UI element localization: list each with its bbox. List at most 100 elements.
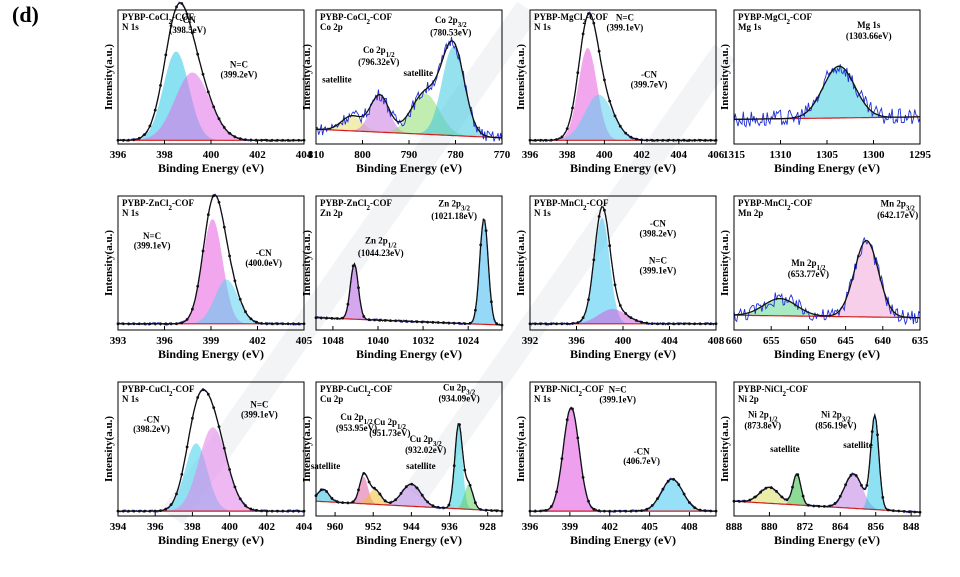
data-point [709,509,713,513]
data-point [244,310,247,314]
peak-annotation: (953.95eV) [336,423,377,433]
data-point [143,133,146,136]
data-point [791,485,794,489]
data-point [185,12,189,16]
data-point [341,316,344,320]
peak-fit [530,309,716,324]
x-tick-label: 404 [671,149,688,161]
data-point [260,138,263,142]
plot-frame [117,381,305,517]
data-point [698,138,702,142]
data-point [351,500,355,504]
data-point [618,124,622,128]
peak-fit [316,46,502,138]
peak-annotation: satellite [406,461,436,471]
data-point [169,322,173,326]
data-point [442,506,445,510]
data-point [666,138,670,142]
data-point [238,297,242,301]
fitted-envelope [316,40,502,139]
data-point [544,509,548,512]
data-point [394,319,398,323]
data-point [613,114,617,118]
data-point [431,320,435,324]
data-point [346,501,350,505]
data-point [560,322,564,326]
x-tick-label: 936 [441,521,458,533]
data-point [137,322,141,326]
data-point [175,5,178,9]
data-point [656,322,659,326]
peak-annotation: N=C [143,231,161,241]
x-axis-label: Binding Energy (eV) [774,347,880,361]
data-point [576,71,580,75]
data-point [335,317,339,320]
data-point [682,322,686,326]
data-point [281,138,285,142]
data-point [319,488,323,492]
data-point [191,31,194,35]
data-point [666,322,670,326]
chart-subtitle: N 1s [122,208,139,218]
data-point [185,318,189,321]
data-point [180,473,184,476]
data-point [555,490,558,494]
data-point [463,468,467,472]
data-point [495,509,499,513]
data-point [650,138,654,142]
data-point [587,12,590,15]
peak-annotation: -CN [634,446,650,456]
peak-annotation: -CN [144,414,160,424]
data-point [555,322,558,326]
data-point [764,486,768,490]
chart-subtitle: N 1s [122,394,139,404]
data-point [175,322,178,326]
peak-annotation: satellite [404,68,434,78]
data-point [201,249,205,253]
chart-subtitle: Ni 2p [738,394,759,404]
x-tick-label: 888 [726,521,743,533]
data-point [737,500,741,503]
data-point [844,483,847,487]
peak-annotation: (653.77eV) [788,269,829,279]
data-point [775,490,778,493]
data-point [688,322,691,326]
data-point [270,138,274,142]
data-point [254,320,258,324]
data-point [544,322,548,326]
data-point [645,138,649,142]
peak-fit [118,72,304,141]
data-point [677,322,681,326]
data-point [159,509,162,512]
data-point [549,322,553,326]
data-point [769,486,773,490]
peak-fit [118,427,304,512]
data-point [325,490,328,493]
data-point [608,509,612,513]
data-point [249,138,253,142]
data-point [373,318,376,322]
data-point [265,322,269,326]
data-point [474,501,477,505]
data-point [244,504,247,508]
data-point [650,504,654,507]
plot-frame [529,9,717,145]
x-axis-label: Binding Energy (eV) [774,533,880,547]
data-point [383,499,387,503]
data-point [463,322,467,325]
data-point [881,496,885,499]
peak-fit [316,116,502,138]
x-tick-label: 1310 [770,149,793,161]
peak-annotation: -CN [180,15,196,25]
peak-annotation: (932.02eV) [405,445,446,455]
x-tick-label: 1300 [863,149,886,161]
data-point [222,225,226,229]
data-point [571,106,574,110]
data-point [576,321,580,324]
data-point [153,108,157,112]
data-point [902,510,906,513]
data-point [286,509,290,513]
data-point [759,490,762,494]
data-point [191,416,194,420]
